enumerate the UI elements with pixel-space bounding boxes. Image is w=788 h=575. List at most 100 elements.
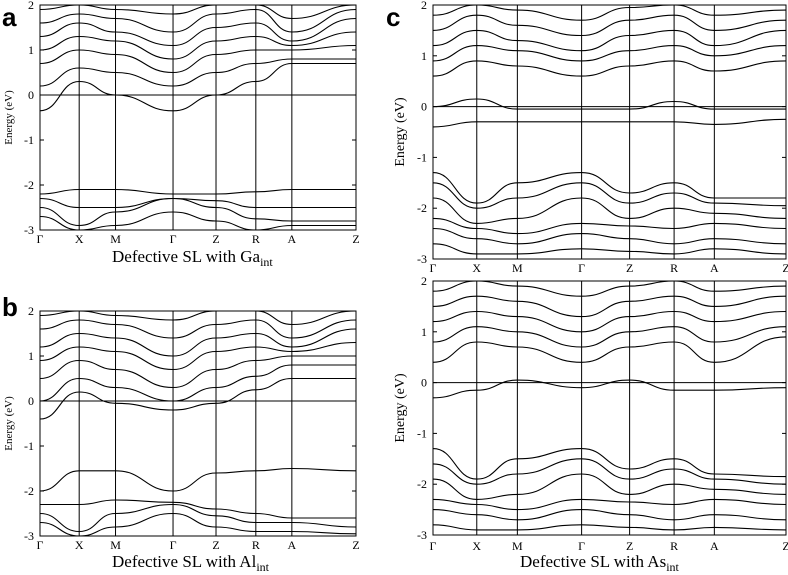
caption-c-main: Defective SL with As xyxy=(520,552,666,571)
kpoint-label: Γ xyxy=(170,538,177,552)
caption-c: Defective SL with Asint xyxy=(520,552,680,574)
caption-b-sub: int xyxy=(256,560,269,574)
conduction-band xyxy=(40,58,356,87)
conduction-band xyxy=(433,326,786,348)
y-tick-label: 1 xyxy=(421,325,427,339)
band-plot-a: 2 1 0 -1 -2 -3 Energy (eV) Γ X M Γ Z R A Z xyxy=(3,0,360,246)
band-plot-c-bottom: 2 1 0 -1 -2 -3 Energy (eV) Γ X M Γ Z R A Z xyxy=(393,274,788,553)
y-tick-label: -3 xyxy=(24,529,34,543)
conduction-band xyxy=(40,8,356,33)
y-tick-label: -1 xyxy=(417,426,427,440)
y-tick-label: 0 xyxy=(421,100,427,114)
conduction-band xyxy=(40,5,356,20)
conduction-band xyxy=(433,60,786,77)
y-tick-label: 0 xyxy=(28,88,34,102)
y-tick-label: 2 xyxy=(421,274,427,288)
kpoint-label: Z xyxy=(626,539,633,553)
kpoint-label: M xyxy=(110,538,121,552)
kpoint-label: Γ xyxy=(37,538,44,552)
y-axis-label: Energy (eV) xyxy=(3,90,15,145)
panel-letter-a: a xyxy=(2,2,17,32)
y-axis-label: Energy (eV) xyxy=(3,396,15,451)
kpoint-label: Γ xyxy=(578,261,585,275)
caption-c-sub: int xyxy=(666,560,679,574)
valence-band xyxy=(433,172,786,204)
valence-band xyxy=(433,448,786,480)
y-tick-label: -1 xyxy=(417,150,427,164)
plot-frame xyxy=(432,280,787,536)
kpoint-label: M xyxy=(110,232,121,246)
conduction-band xyxy=(40,328,356,357)
defect-band xyxy=(433,98,786,110)
kpoint-label: Γ xyxy=(170,232,177,246)
y-tick-label: 2 xyxy=(28,304,34,318)
conduction-band xyxy=(433,281,786,297)
kpoint-label: R xyxy=(252,538,260,552)
caption-a-main: Defective SL with Ga xyxy=(112,247,261,266)
y-tick-label: 1 xyxy=(28,43,34,57)
kpoint-label: Γ xyxy=(578,539,585,553)
kpoint-label: Γ xyxy=(37,232,44,246)
y-tick-label: 1 xyxy=(421,49,427,63)
conduction-band xyxy=(433,295,786,318)
kpoint-label: Z xyxy=(212,232,219,246)
valence-band xyxy=(433,524,786,531)
plot-frame xyxy=(432,4,787,260)
conduction-band xyxy=(40,319,356,339)
valence-band xyxy=(40,503,356,533)
conduction-band xyxy=(40,341,356,371)
caption-b: Defective SL with Alint xyxy=(112,552,270,574)
band-plot-b: 2 1 0 -1 -2 -3 Energy (eV) Γ X M Γ Z R A Z xyxy=(3,304,360,552)
kpoint-label: A xyxy=(710,539,719,553)
kpoint-label: X xyxy=(472,261,481,275)
valence-band xyxy=(433,243,786,255)
valence-band xyxy=(40,197,356,227)
conduction-band xyxy=(40,364,356,402)
y-axis-label: Energy (eV) xyxy=(393,97,408,167)
valence-band xyxy=(40,499,356,519)
kpoint-label: M xyxy=(512,539,523,553)
valence-band xyxy=(40,188,356,195)
kpoint-label: Γ xyxy=(430,539,437,553)
kpoint-label: Z xyxy=(212,538,219,552)
kpoint-label: A xyxy=(288,232,297,246)
caption-a-sub: int xyxy=(260,255,273,269)
conduction-band xyxy=(433,5,786,21)
y-tick-label: -3 xyxy=(417,252,427,266)
conduction-band xyxy=(40,377,356,420)
valence-band xyxy=(433,182,786,209)
y-axis-label: Energy (eV) xyxy=(393,373,408,443)
plot-frame xyxy=(39,310,357,537)
panel-letter-c: c xyxy=(386,2,400,32)
kpoint-label: X xyxy=(472,539,481,553)
caption-b-main: Defective SL with Al xyxy=(112,552,257,571)
conduction-band xyxy=(40,17,356,47)
kpoint-label: Z xyxy=(626,261,633,275)
defect-band xyxy=(433,118,786,128)
y-tick-label: 1 xyxy=(28,349,34,363)
kpoint-label: Z xyxy=(352,232,359,246)
conduction-band xyxy=(433,310,786,333)
y-tick-label: -3 xyxy=(417,528,427,542)
conduction-band xyxy=(40,44,356,74)
kpoint-label: Z xyxy=(782,261,788,275)
kpoint-label: R xyxy=(670,261,678,275)
conduction-band xyxy=(433,29,786,52)
conduction-band xyxy=(40,311,356,326)
y-tick-label: -1 xyxy=(24,133,34,147)
y-tick-label: 2 xyxy=(28,0,34,12)
conduction-band xyxy=(433,336,786,363)
y-tick-label: -2 xyxy=(24,484,34,498)
y-tick-label: 0 xyxy=(421,376,427,390)
y-tick-label: -2 xyxy=(24,178,34,192)
conduction-band xyxy=(40,355,356,389)
kpoint-label: X xyxy=(75,538,84,552)
y-tick-label: -2 xyxy=(417,477,427,491)
kpoint-label: R xyxy=(670,539,678,553)
valence-band xyxy=(433,197,786,224)
kpoint-label: Γ xyxy=(430,261,437,275)
kpoint-label: A xyxy=(710,261,719,275)
kpoint-label: R xyxy=(252,232,260,246)
plot-frame xyxy=(39,4,357,231)
